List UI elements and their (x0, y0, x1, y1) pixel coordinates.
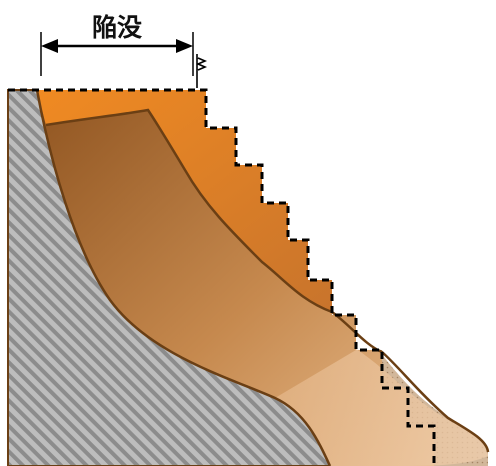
original-slope-dashed-line (8, 88, 436, 466)
dimension-arrowhead-left (41, 39, 58, 53)
bedrock-boundary-line (35, 89, 332, 466)
dimension-arrowhead-right (176, 39, 193, 53)
slip-surface-line (45, 108, 490, 453)
scarp-crack-symbol (195, 54, 208, 88)
subsidence-label: 陥没 (92, 13, 143, 42)
